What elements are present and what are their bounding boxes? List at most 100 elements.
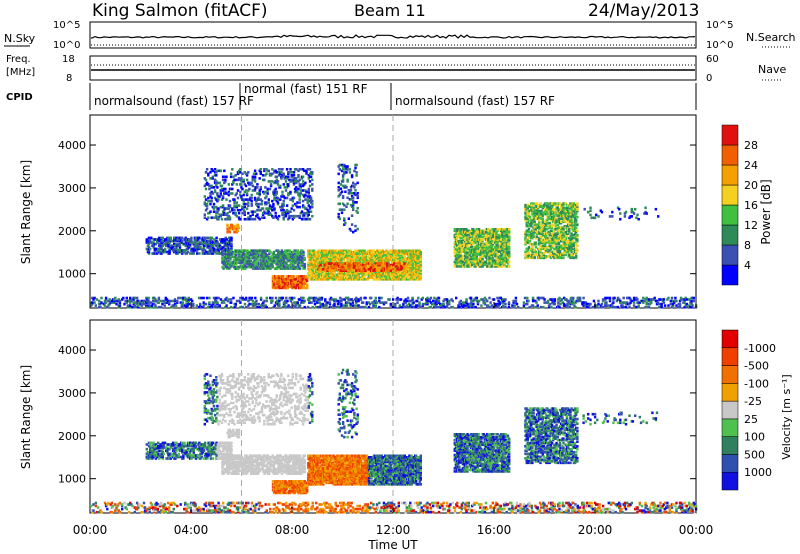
echo-cell [217,208,220,212]
echo-cell [322,252,325,256]
echo-cell [555,235,558,238]
echo-cell [530,224,533,228]
echo-cell [340,163,344,167]
echo-cell [228,205,232,209]
echo-cell [218,213,221,216]
echo-cell [160,242,163,246]
echo-cell [247,265,250,269]
echo-cell [355,193,358,197]
echo-cell [491,236,495,240]
echo-cell [533,220,536,223]
echo-cell [546,202,549,205]
echo-cell [342,269,345,272]
echo-cell [494,228,497,231]
echo-cell [368,273,371,277]
echo-cell [489,235,492,238]
echo-cell [295,259,298,263]
echo-cell [298,261,302,264]
echo-cell [499,245,503,249]
echo-cell [477,238,481,241]
echo-cell [261,174,265,177]
echo-cell [340,254,343,257]
echo-cell [298,178,301,182]
echo-cell [281,190,284,194]
echo-cell [354,229,357,232]
echo-cell [337,181,340,185]
echo-cell [276,201,280,204]
echo-cell [272,250,276,254]
echo-cell [550,232,554,235]
echo-cell [286,283,289,287]
echo-cell [341,178,345,182]
echo-cell [273,198,276,201]
echo-cell [490,244,493,247]
echo-cell [238,250,241,254]
echo-cell [223,239,226,243]
echo-cell [181,236,184,240]
echo-cell [481,238,484,241]
echo-cell [408,261,411,265]
echo-cell [230,264,233,267]
echo-cell [248,187,251,191]
echo-cell [287,275,291,278]
echo-cell [337,268,341,271]
echo-cell [294,249,297,252]
echo-cell [540,230,543,234]
echo-cell [320,261,324,265]
echo-cell [548,249,551,252]
echo-cell [307,192,310,195]
echo-cell [348,168,352,171]
echo-cell [216,181,219,185]
echo-cell [555,233,558,237]
echo-cell [483,263,487,267]
echo-cell [269,258,272,261]
echo-cell [419,255,422,259]
echo-cell [495,242,498,246]
echo-cell [243,190,246,194]
echo-cell [167,239,170,243]
echo-cell [341,168,345,171]
echo-cell [249,259,253,263]
echo-cell [349,276,352,280]
echo-cell [227,253,230,257]
echo-cell [550,236,554,240]
echo-cell [264,174,267,177]
echo-cell [524,241,527,245]
echo-cell [247,256,250,260]
echo-cell [548,221,551,225]
echo-cell [546,221,549,225]
echo-cell [224,180,227,183]
echo-cell [343,217,346,220]
echo-cell [402,260,405,263]
echo-cell [345,264,348,268]
echo-cell [203,213,206,216]
echo-cell [543,221,547,225]
cpid-segment-3: normalsound (fast) 157 RF [395,94,555,108]
echo-cell [252,252,255,255]
echo-cell [526,211,529,214]
echo-cell [275,279,278,282]
echo-cell [549,212,553,216]
echo-cell [150,236,153,240]
echo-cell [266,189,269,192]
echo-cell [160,244,163,247]
echo-cell [550,218,554,222]
echo-cell [204,187,208,191]
echo-cell [498,256,502,259]
echo-cell [275,181,278,185]
echo-cell [290,175,293,179]
echo-cell [195,252,199,255]
echo-cell [346,168,349,171]
echo-cell [363,266,366,270]
echo-cell [556,236,559,240]
echo-cell [477,259,481,262]
echo-cell [213,238,216,241]
echo-cell [548,214,551,217]
echo-cell [211,242,215,246]
echo-cell [300,177,304,180]
echo-cell [272,202,275,206]
station-title: King Salmon (fitACF) [92,1,268,21]
echo-cell [320,278,324,281]
echo-cell [231,250,234,254]
echo-cell [230,247,233,251]
